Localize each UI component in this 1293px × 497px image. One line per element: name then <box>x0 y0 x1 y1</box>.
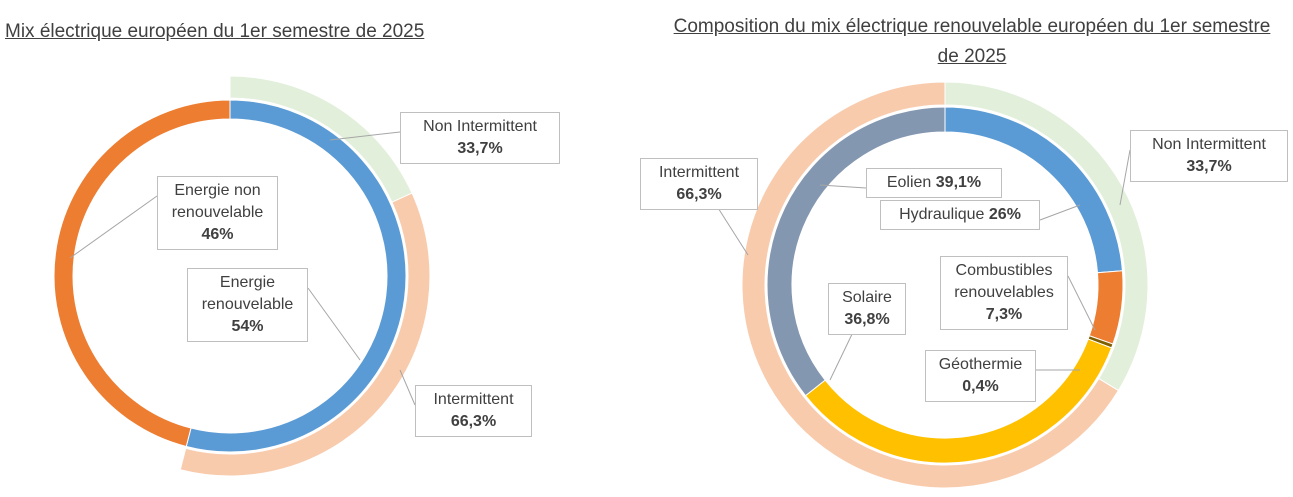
label-name: Combustibles renouvelables <box>954 262 1054 301</box>
leader-line <box>1039 204 1081 221</box>
label-value: 66,3% <box>450 413 497 430</box>
data-label: Non Intermittent 33,7% <box>1130 130 1288 182</box>
label-name: Géothermie <box>938 356 1023 373</box>
data-label: Combustibles renouvelables 7,3% <box>940 256 1068 330</box>
donut-slice <box>179 192 431 477</box>
label-value: 33,7% <box>457 140 503 157</box>
data-label: Intermittent 66,3% <box>415 385 532 437</box>
chart-title: Mix électrique européen du 1er semestre … <box>5 21 425 42</box>
leader-line <box>69 195 158 259</box>
leader-line <box>1119 149 1131 206</box>
leader-line <box>399 369 416 406</box>
label-value: 36,8% <box>844 311 890 328</box>
data-label: Géothermie 0,4% <box>925 350 1036 402</box>
label-value: 54% <box>231 318 264 335</box>
leader-line <box>307 287 361 361</box>
label-name: Non Intermittent <box>1152 136 1266 153</box>
label-name: Solaire <box>842 289 892 306</box>
label-name: Energie non renouvelable <box>171 182 264 221</box>
donut-slice <box>53 99 231 448</box>
data-label: Hydraulique 26% <box>880 200 1040 230</box>
data-label: Non Intermittent 33,7% <box>400 112 560 164</box>
data-label: Energie non renouvelable 46% <box>157 176 278 250</box>
donut-slice <box>766 106 946 397</box>
leader-line <box>1067 275 1096 331</box>
label-value: 66,3% <box>676 186 722 203</box>
donut-slice <box>741 81 1120 489</box>
leader-line <box>329 131 401 141</box>
label-name: Intermittent <box>658 164 740 181</box>
data-label: Energie renouvelable 54% <box>187 268 308 342</box>
chart-title: Composition du mix électrique renouvelab… <box>673 16 1271 67</box>
label-value: 26% <box>988 206 1021 223</box>
label-value: 46% <box>201 226 234 243</box>
label-value: 33,7% <box>1186 158 1232 175</box>
label-value: 7,3% <box>985 306 1023 323</box>
data-label: Eolien 39,1% <box>866 168 1002 198</box>
label-name: Energie renouvelable <box>201 274 294 313</box>
data-label: Intermittent 66,3% <box>640 158 758 210</box>
donut-slice <box>1088 270 1124 345</box>
label-value: 0,4% <box>962 378 999 395</box>
label-name: Eolien <box>886 174 932 191</box>
leader-line <box>819 184 867 189</box>
label-name: Non Intermittent <box>423 118 537 135</box>
label-name: Intermittent <box>433 391 514 408</box>
data-label: Solaire 36,8% <box>828 283 906 335</box>
label-value: 39,1% <box>935 174 982 191</box>
label-name: Hydraulique <box>899 206 985 223</box>
